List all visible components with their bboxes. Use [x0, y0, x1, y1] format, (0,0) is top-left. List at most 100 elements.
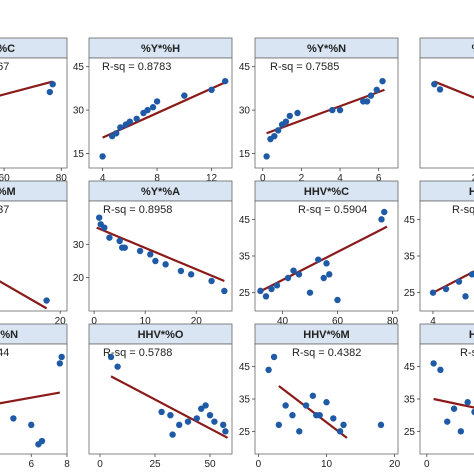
panel-title: HHV*%O: [138, 329, 184, 341]
data-point: [153, 98, 161, 105]
y-tick-label: 35: [239, 395, 251, 406]
scatter-panel: %Y*%M R-sq = 0.9337 20: [0, 180, 68, 327]
data-point: [302, 402, 310, 409]
data-point: [43, 297, 50, 304]
panel-title: HHV*%H: [469, 186, 474, 198]
x-tick-label: 8: [64, 459, 70, 470]
x-tick-label: 60: [0, 173, 10, 184]
r-sq-label: R-sq = 0.2844: [0, 347, 9, 359]
panel-header: [0, 323, 68, 345]
data-point: [431, 80, 438, 88]
y-tick-label: 25: [404, 288, 416, 299]
x-tick-label: 0: [256, 459, 262, 470]
data-point: [323, 399, 330, 406]
x-tick-label: 20: [389, 459, 401, 470]
data-point: [468, 271, 474, 278]
fit-line: [266, 88, 385, 135]
y-tick-label: 30: [239, 106, 251, 117]
data-point: [270, 353, 278, 361]
fit-line: [110, 375, 229, 439]
fit-line: [278, 385, 348, 439]
data-point: [378, 216, 385, 223]
scatter-panel: %Y*%N R-sq = 0.7585 0 2 4 6 15 30 45: [239, 37, 399, 184]
y-tick-label: 45: [404, 215, 416, 226]
panel-title: HHV*%M: [303, 329, 349, 341]
data-point: [101, 224, 108, 231]
fit-line: [96, 226, 225, 283]
fit-line: [433, 397, 474, 409]
data-point: [193, 415, 200, 422]
x-tick-label: 4: [100, 173, 106, 184]
data-point: [462, 293, 469, 300]
data-point: [136, 247, 144, 255]
data-point: [167, 411, 174, 419]
scatter-panel: HHV*%AR-sq = 0.010253545: [404, 323, 474, 470]
data-point: [363, 98, 371, 105]
data-point: [46, 88, 54, 96]
x-tick-label: 0: [91, 316, 97, 327]
r-sq-label: R-sq = 0.9337: [0, 204, 9, 216]
data-point: [208, 277, 215, 285]
panel-title: HHV*%C: [304, 186, 349, 198]
data-point: [437, 366, 444, 374]
x-tick-label: 25: [149, 459, 161, 470]
data-point: [58, 353, 65, 361]
plot-area: [254, 343, 399, 455]
x-tick-label: 4: [430, 316, 436, 327]
x-tick-label: 10: [140, 316, 152, 327]
data-point: [187, 271, 195, 278]
data-point: [274, 127, 282, 134]
data-point: [336, 428, 344, 435]
panel-title: %Y*%H: [141, 43, 180, 55]
r-sq-label: R-sq = 0.4382: [292, 347, 361, 359]
r-sq-label: R-sq = 0.8958: [103, 204, 172, 216]
y-tick-label: 45: [239, 215, 251, 226]
r-sq-label: R-sq = 0.8867: [0, 61, 9, 73]
data-point: [444, 418, 451, 425]
data-point: [56, 360, 64, 367]
data-point: [116, 237, 123, 245]
data-point: [340, 421, 347, 429]
data-point: [373, 86, 380, 94]
panel-title: %Y*%O: [472, 43, 474, 55]
y-tick-label: 35: [404, 395, 416, 406]
x-tick-label: 80: [56, 173, 68, 184]
data-point: [198, 405, 205, 412]
x-tick-label: 8: [154, 173, 160, 184]
data-point: [117, 124, 124, 131]
scatter-panel: HHV*%NR-sq = 0.28442468: [0, 323, 70, 470]
y-tick-label: 30: [73, 240, 85, 251]
data-point: [309, 392, 317, 399]
y-tick-label: 45: [239, 362, 251, 373]
data-point: [316, 411, 323, 419]
x-tick-label: 6: [376, 173, 382, 184]
data-point: [107, 353, 115, 361]
scatter-panel: %Y*%A R-sq = 0.8958 0 10 20 20 30: [73, 180, 233, 327]
data-point: [222, 428, 229, 435]
data-point: [149, 104, 157, 111]
data-point: [162, 261, 169, 268]
data-point: [284, 274, 292, 282]
data-point: [464, 399, 471, 406]
data-point: [315, 256, 322, 263]
x-tick-label: 12: [206, 173, 218, 184]
panel-title: %Y*%M: [0, 186, 16, 198]
data-point: [268, 285, 275, 293]
data-point: [429, 289, 437, 296]
data-point: [28, 421, 35, 429]
x-tick-label: 80: [387, 316, 399, 327]
scatter-panel: %Y*%H R-sq = 0.8783 4 8 12 15 30 45: [73, 37, 233, 184]
data-point: [99, 153, 106, 160]
data-point: [177, 267, 185, 275]
r-sq-label: R-sq = 0.8: [452, 204, 474, 216]
panel-header: [419, 180, 474, 202]
fit-line: [257, 225, 388, 294]
panel-title: HHV*%N: [0, 329, 18, 341]
data-point: [430, 360, 437, 367]
data-point: [450, 405, 458, 412]
scatter-panel: HHV*%C R-sq = 0.5904 40 60 80 25 35 45: [239, 180, 399, 327]
data-point: [202, 402, 209, 409]
fit-line: [0, 280, 48, 310]
data-point: [457, 428, 465, 435]
x-tick-label: 40: [277, 316, 289, 327]
